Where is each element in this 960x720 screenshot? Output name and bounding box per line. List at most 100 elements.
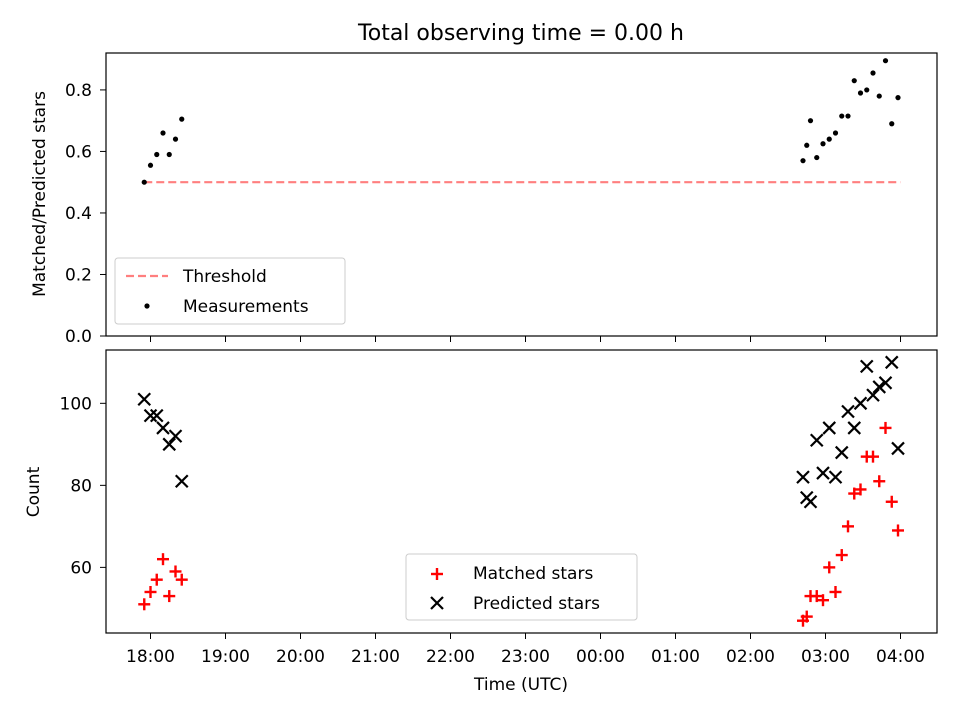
top-legend-box — [114, 257, 346, 325]
top-y-tick-label: 0.6 — [65, 142, 92, 162]
predicted-star-point — [149, 408, 164, 423]
measurement-point — [845, 113, 851, 119]
matched-star-point — [138, 598, 151, 611]
x-tick-label: 21:00 — [351, 647, 400, 667]
predicted-star-point — [174, 474, 189, 489]
predicted-star-point — [834, 445, 849, 460]
measurements-legend-swatch — [144, 303, 150, 309]
x-tick-label: 00:00 — [576, 647, 625, 667]
bottom-y-tick-label: 100 — [60, 394, 92, 414]
measurement-point — [882, 58, 889, 64]
predicted-star-point — [156, 421, 170, 435]
predicted-star-point — [803, 494, 818, 509]
measurement-point — [826, 136, 832, 142]
measurement-point — [851, 78, 857, 84]
x-tick-label: 19:00 — [201, 647, 250, 667]
measurement-point — [839, 113, 845, 119]
predicted-star-point — [809, 433, 824, 448]
measurement-point — [147, 162, 154, 168]
bottom-y-axis-label: Count — [24, 466, 44, 517]
measurement-point — [820, 141, 826, 147]
matched-star-point — [842, 520, 854, 533]
matched-stars-points — [138, 421, 904, 627]
bottom-y-ticks: 60 80 100 — [60, 394, 106, 578]
measurement-point — [160, 130, 166, 136]
predicted-star-point — [884, 355, 899, 370]
x-tick-label: 23:00 — [501, 647, 550, 667]
matched-star-point — [169, 565, 182, 578]
measurement-point — [870, 70, 876, 76]
x-axis-label: Time (UTC) — [473, 675, 568, 695]
top-legend: Threshold Measurements — [114, 257, 346, 325]
predicted-star-point — [143, 408, 158, 423]
matched-star-point — [885, 495, 898, 508]
threshold-legend-label: Threshold — [182, 267, 267, 287]
matched-star-point — [835, 549, 848, 562]
top-y-tick-label: 0.0 — [65, 327, 92, 347]
measurement-point — [172, 136, 179, 142]
predicted-star-point — [891, 441, 905, 456]
matched-star-point — [823, 561, 836, 574]
predicted-star-point — [859, 359, 874, 374]
chart-title: Total observing time = 0.00 h — [357, 21, 684, 46]
top-y-tick-label: 0.4 — [65, 204, 92, 224]
matched-star-point — [867, 450, 879, 463]
x-tick-label: 03:00 — [801, 647, 850, 667]
measurement-point — [876, 93, 882, 99]
top-y-tick-label: 0.2 — [65, 265, 92, 285]
x-tick-label: 18:00 — [126, 647, 175, 667]
matched-star-point — [810, 590, 823, 603]
measurement-point — [895, 95, 901, 101]
top-y-tick-label: 0.8 — [65, 81, 92, 101]
measurement-point — [179, 116, 185, 122]
matched-star-point — [848, 487, 861, 500]
measurement-point — [154, 151, 160, 158]
predicted-star-point — [847, 421, 862, 435]
measurement-point — [166, 151, 172, 158]
bottom-y-tick-label: 60 — [70, 558, 92, 578]
measurement-point — [800, 158, 806, 164]
matched-stars-legend-label: Matched stars — [473, 564, 593, 584]
measurement-point — [804, 142, 810, 148]
measurement-point — [857, 90, 864, 96]
matched-star-point — [854, 483, 867, 496]
top-y-ticks: 0.0 0.2 0.4 0.6 0.8 — [65, 81, 106, 347]
matched-star-point — [800, 610, 813, 623]
predicted-star-point — [796, 470, 810, 484]
matched-star-point — [892, 524, 904, 537]
measurement-point — [814, 154, 820, 161]
predicted-star-point — [822, 421, 837, 435]
predicted-stars-legend-label: Predicted stars — [473, 594, 600, 614]
predicted-star-point — [137, 392, 152, 406]
predicted-star-point — [828, 470, 843, 484]
measurement-point — [141, 179, 147, 185]
top-y-axis-label: Matched/Predicted stars — [30, 91, 50, 297]
x-tick-label: 02:00 — [726, 647, 775, 667]
x-tick-label: 22:00 — [426, 647, 475, 667]
matched-star-point — [817, 594, 829, 607]
matched-star-point — [175, 573, 188, 586]
measurements-legend-label: Measurements — [183, 297, 309, 317]
predicted-star-point — [841, 404, 855, 419]
bottom-panel: Count Time (UTC) 60 80 100 18:00 19:00 20:00… — [24, 349, 938, 695]
top-axes-frame — [105, 52, 938, 337]
measurement-point — [832, 130, 839, 136]
predicted-stars-points — [137, 355, 905, 509]
predicted-stars-legend-swatch — [430, 596, 444, 610]
measurement-point — [889, 121, 895, 127]
predicted-star-point — [162, 437, 177, 452]
x-tick-label: 04:00 — [876, 647, 925, 667]
matched-star-point — [144, 585, 157, 598]
predicted-star-point — [816, 466, 830, 480]
x-tick-label: 01:00 — [651, 647, 700, 667]
matched-star-point — [157, 553, 169, 566]
matched-star-point — [873, 475, 886, 488]
predicted-star-point — [872, 380, 887, 394]
matched-star-point — [163, 590, 176, 603]
bottom-y-tick-label: 80 — [70, 476, 92, 496]
bottom-axes-frame — [105, 349, 938, 634]
top-panel: Total observing time = 0.00 h Matched/Pr… — [30, 21, 938, 347]
measurement-point — [807, 118, 814, 124]
matched-star-point — [829, 585, 842, 598]
